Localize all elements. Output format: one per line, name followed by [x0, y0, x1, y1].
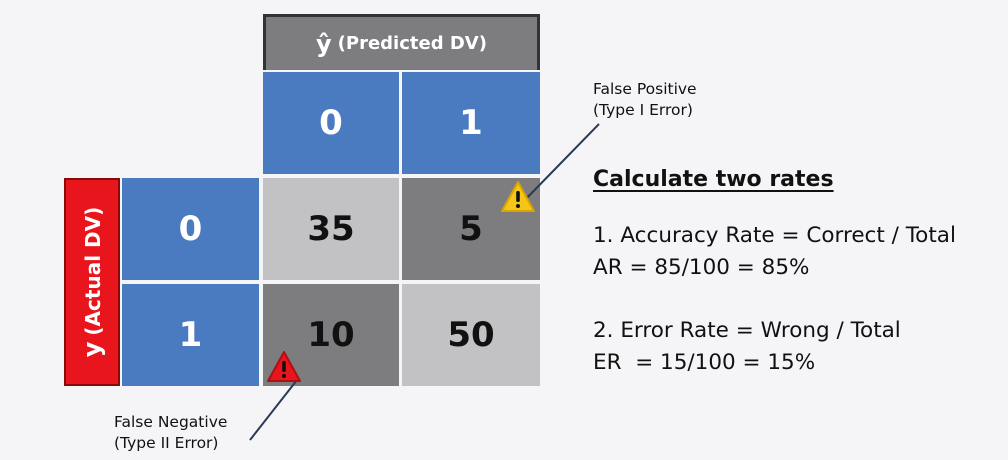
false-positive-title: False Positive: [593, 80, 697, 98]
calculation-panel: Calculate two rates 1. Accuracy Rate = C…: [593, 167, 956, 379]
error-value: ER = 15/100 = 15%: [593, 350, 816, 375]
actual-class-1: 1: [122, 284, 259, 386]
actual-dv-header: y(Actual DV): [64, 178, 120, 386]
error-formula: 2. Error Rate = Wrong / Total: [593, 318, 901, 343]
calculation-title: Calculate two rates: [593, 167, 834, 192]
predicted-class-0: 0: [263, 72, 399, 174]
accuracy-formula: 1. Accuracy Rate = Correct / Total: [593, 223, 956, 248]
false-negative-subtitle: (Type II Error): [114, 434, 219, 452]
false-negative-cell: 10: [263, 284, 399, 386]
type-i-warning-icon: [501, 181, 535, 212]
predicted-label: (Predicted DV): [337, 33, 487, 54]
false-negative-pointer: [249, 379, 298, 441]
accuracy-value: AR = 85/100 = 85%: [593, 255, 810, 280]
false-positive-pointer: [519, 123, 600, 206]
false-positive-cell: 5: [402, 178, 540, 280]
true-negative-cell: 35: [263, 178, 399, 280]
false-negative-title: False Negative: [114, 413, 228, 431]
false-negative-note: False Negative (Type II Error): [114, 412, 227, 454]
actual-class-0: 0: [122, 178, 259, 280]
false-positive-note: False Positive (Type I Error): [593, 79, 697, 121]
true-positive-cell: 50: [402, 284, 540, 386]
false-positive-subtitle: (Type I Error): [593, 101, 693, 119]
predicted-class-1: 1: [402, 72, 540, 174]
predicted-dv-header: ŷ (Predicted DV): [263, 14, 540, 70]
type-ii-warning-icon: [267, 351, 301, 382]
predicted-symbol: ŷ: [316, 29, 332, 58]
